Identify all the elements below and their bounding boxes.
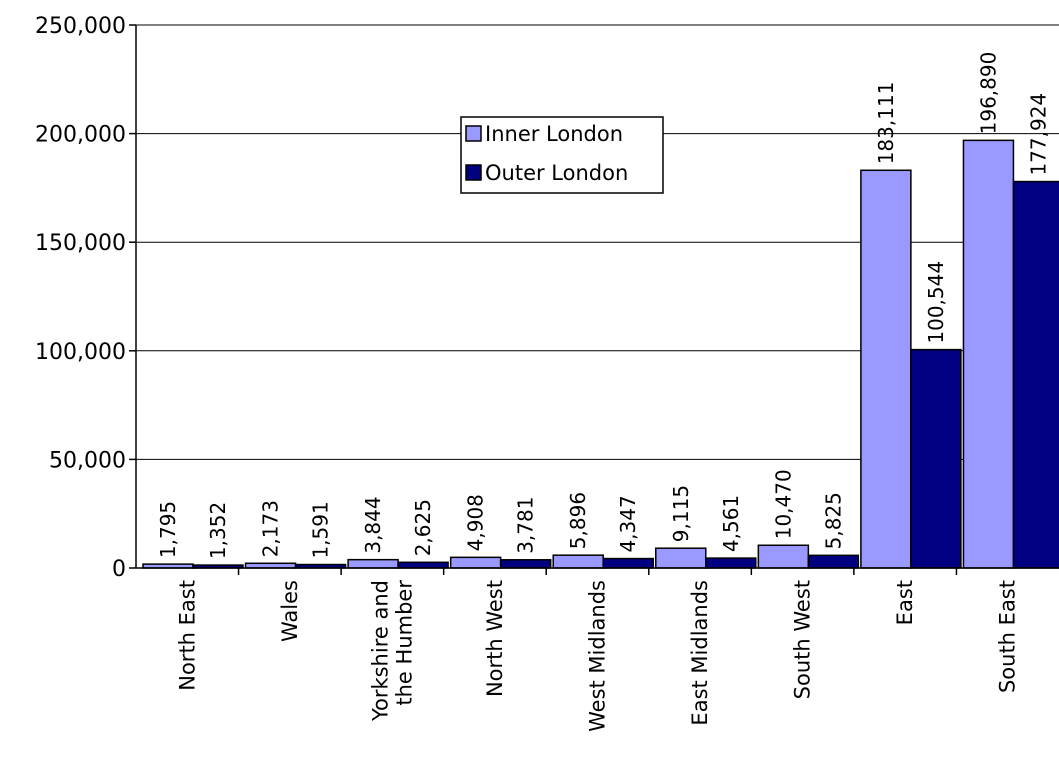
y-tick-label: 250,000	[35, 14, 126, 39]
bar-inner-london	[449, 556, 502, 569]
category-label: North East	[175, 580, 199, 691]
bar-outer-london	[1012, 180, 1059, 569]
category-label: East	[893, 580, 917, 625]
data-label: 4,908	[464, 494, 488, 551]
legend-label-inner-london: Inner London	[485, 122, 623, 146]
data-label: 5,896	[566, 492, 590, 549]
bar-inner-london	[655, 547, 707, 569]
bar-outer-london	[499, 559, 552, 569]
y-tick-label: 150,000	[35, 231, 126, 256]
bar-inner-london	[347, 558, 399, 569]
data-label: 1,795	[156, 501, 180, 558]
data-label: 196,890	[976, 52, 1000, 135]
legend: Inner London Outer London	[460, 116, 664, 194]
category-label: East Midlands	[688, 580, 712, 726]
legend-swatch-outer-london	[465, 164, 482, 181]
axes	[129, 24, 1059, 575]
data-label: 1,591	[309, 501, 333, 558]
data-label: 4,561	[719, 495, 743, 552]
data-label: 2,173	[259, 500, 283, 557]
bar-outer-london	[397, 561, 449, 569]
data-label: 2,625	[411, 499, 435, 556]
category-labels: North East Wales Yorkshire and the Humber No…	[175, 580, 1019, 732]
bar-inner-london	[860, 169, 912, 569]
category-label: South West	[791, 580, 815, 699]
legend-swatch-inner-london	[465, 125, 482, 142]
data-label: 3,844	[361, 496, 385, 553]
data-label: 1,352	[206, 502, 230, 559]
bar-outer-london	[910, 348, 962, 569]
bar-outer-london	[602, 557, 654, 569]
bar-inner-london	[552, 554, 604, 569]
y-tick-label: 200,000	[35, 123, 126, 148]
data-label: 10,470	[771, 469, 795, 539]
legend-label-outer-london: Outer London	[485, 161, 628, 185]
data-label: 177,924	[1026, 93, 1050, 176]
bar-inner-london	[962, 139, 1015, 569]
y-tick-label: 0	[112, 557, 126, 582]
bar-outer-london	[807, 554, 860, 569]
data-label: 9,115	[669, 485, 693, 542]
y-tick-labels: 0 50,000 100,000 150,000 200,000 250,000	[35, 14, 126, 582]
data-label: 183,111	[874, 82, 898, 165]
bar-outer-london	[705, 557, 757, 569]
data-label: 100,544	[924, 261, 948, 344]
y-tick-label: 100,000	[35, 340, 126, 365]
data-label: 4,347	[616, 495, 640, 552]
data-label: 5,825	[821, 492, 845, 549]
category-label: Wales	[278, 580, 302, 642]
y-tick-label: 50,000	[49, 448, 126, 473]
category-label: South East	[996, 580, 1020, 693]
legend-box	[460, 116, 664, 194]
category-label: North West	[483, 580, 507, 697]
bar-inner-london	[757, 544, 810, 569]
category-label: West Midlands	[586, 580, 610, 732]
category-label: Yorkshire and	[368, 580, 392, 722]
data-label: 3,781	[514, 497, 538, 554]
data-labels: 1,795 1,352 2,173 1,591 3,844 2,625 4,908 3,781…	[156, 52, 1050, 559]
category-label: the Humber	[392, 580, 416, 706]
